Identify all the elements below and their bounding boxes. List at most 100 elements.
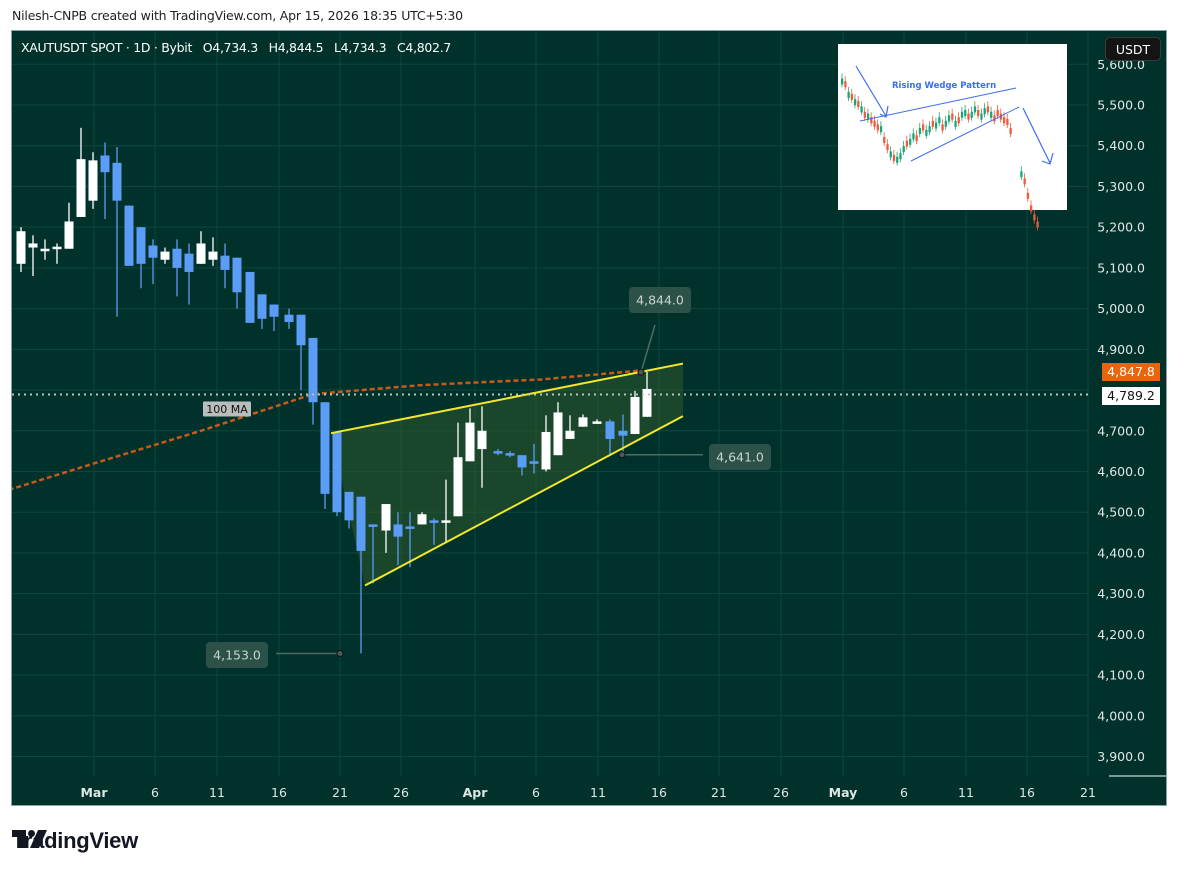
candle[interactable] (148, 239, 158, 285)
candle[interactable] (441, 479, 451, 543)
candle[interactable] (529, 443, 539, 474)
annotation-anchor-dot (618, 451, 626, 459)
candle-body (52, 246, 62, 250)
crosshair-price-text: 4,789.2 (1107, 388, 1155, 403)
candle[interactable] (393, 512, 403, 566)
candle[interactable] (76, 127, 86, 217)
candle[interactable] (381, 504, 391, 553)
candle[interactable] (52, 243, 62, 264)
inset-candle (1009, 128, 1012, 134)
candle-body (136, 227, 146, 264)
inset-candle (863, 111, 866, 118)
candle[interactable] (112, 146, 122, 317)
candle[interactable] (578, 414, 588, 427)
candle[interactable] (477, 406, 487, 488)
candle[interactable] (232, 257, 242, 309)
candle[interactable] (332, 431, 342, 517)
candle[interactable] (124, 205, 134, 266)
candle[interactable] (245, 271, 255, 323)
price-annotation[interactable]: 4,153.0 (206, 642, 344, 668)
candle[interactable] (296, 314, 306, 391)
crosshair-price-box (1102, 387, 1160, 405)
candle[interactable] (429, 518, 439, 545)
price-annotation[interactable]: 4,844.0 (629, 287, 691, 376)
time-axis[interactable]: Mar 6 11 16 21 26 Apr 6 11 16 21 26 May 6 11 16 21 (80, 785, 1095, 800)
candle[interactable] (541, 415, 551, 472)
inset-candle (925, 129, 928, 136)
inset-candle (967, 113, 970, 120)
attribution-text: Nilesh-CNPB created with TradingView.com… (12, 8, 463, 23)
candle[interactable] (630, 390, 640, 435)
candle[interactable] (368, 524, 378, 584)
candle[interactable] (257, 294, 267, 329)
annotation-box (629, 287, 691, 313)
annotation-box (206, 642, 268, 668)
price-axis[interactable]: 5,500.0 5,400.0 5,300.0 5,200.0 5,100.0 5,000… (1088, 31, 1167, 777)
price-annotation[interactable]: 4,641.0 (618, 444, 771, 470)
symbol-info[interactable]: XAUTUSDT SPOT · 1D · Bybit (21, 40, 193, 55)
candle[interactable] (605, 419, 615, 457)
candle-body (220, 255, 230, 270)
wedge-upper-trendline[interactable] (330, 362, 684, 435)
candle[interactable] (196, 231, 206, 264)
candle[interactable] (40, 239, 50, 260)
candle[interactable] (344, 491, 354, 529)
candle[interactable] (88, 152, 98, 209)
currency-button[interactable]: USDT (1105, 37, 1161, 61)
candle[interactable] (172, 239, 182, 297)
candle[interactable] (453, 422, 463, 517)
candle[interactable] (160, 247, 170, 264)
inset-candle (993, 115, 996, 122)
tradingview-logo[interactable]: TradingView (12, 828, 138, 854)
chart-panel[interactable]: 100 MA 4,844.0 4,641.0 4,153.0 Rising Wedge … (11, 30, 1167, 806)
candle[interactable] (184, 243, 194, 305)
inset-candle (973, 106, 977, 113)
candle[interactable] (642, 371, 652, 417)
candle[interactable] (16, 227, 26, 272)
candle[interactable] (136, 227, 146, 289)
inset-candle (938, 117, 941, 124)
candle[interactable] (493, 449, 503, 456)
moving-average-line[interactable] (12, 369, 642, 492)
crosshair-price-label: 4,789.2 (1102, 387, 1160, 405)
candle[interactable] (308, 337, 318, 425)
candle[interactable] (64, 202, 74, 249)
candle[interactable] (553, 402, 563, 456)
candle-body (541, 431, 551, 470)
time-axis-label: 11 (958, 785, 974, 800)
candle-body (356, 496, 366, 551)
candle[interactable] (505, 451, 515, 458)
candle-body (28, 243, 38, 248)
candle[interactable] (356, 496, 366, 654)
candle[interactable] (320, 402, 330, 509)
candle[interactable] (208, 237, 218, 266)
inset-candle (980, 113, 983, 120)
inset-candle (912, 133, 915, 140)
close-value: C4,802.7 (396, 40, 452, 55)
candle-body (296, 314, 306, 346)
wedge-lower-trendline[interactable] (364, 415, 684, 587)
inset-candle (847, 92, 850, 98)
candle[interactable] (417, 512, 427, 525)
inset-candle (1003, 117, 1006, 124)
candle[interactable] (100, 142, 110, 220)
candle[interactable] (28, 235, 38, 277)
price-axis-label: 3,900.0 (1097, 749, 1145, 764)
price-axis-label: 4,300.0 (1097, 586, 1145, 601)
inset-arrow-down-left (855, 65, 887, 117)
price-chart[interactable]: 100 MA 4,844.0 4,641.0 4,153.0 Rising Wedge … (12, 31, 1167, 806)
candle[interactable] (517, 455, 527, 476)
candle[interactable] (269, 304, 279, 331)
time-axis-label: 6 (532, 785, 540, 800)
candle-body (465, 422, 475, 462)
candle[interactable] (405, 512, 415, 568)
candle[interactable] (284, 308, 294, 329)
price-axis-label: 5,400.0 (1097, 138, 1145, 153)
candlestick-series[interactable] (16, 127, 652, 654)
candle[interactable] (465, 408, 475, 462)
candle[interactable] (220, 243, 230, 289)
candle[interactable] (565, 415, 575, 439)
candle[interactable] (592, 419, 602, 424)
candle-body (320, 402, 330, 494)
time-axis-label: May (829, 785, 858, 800)
